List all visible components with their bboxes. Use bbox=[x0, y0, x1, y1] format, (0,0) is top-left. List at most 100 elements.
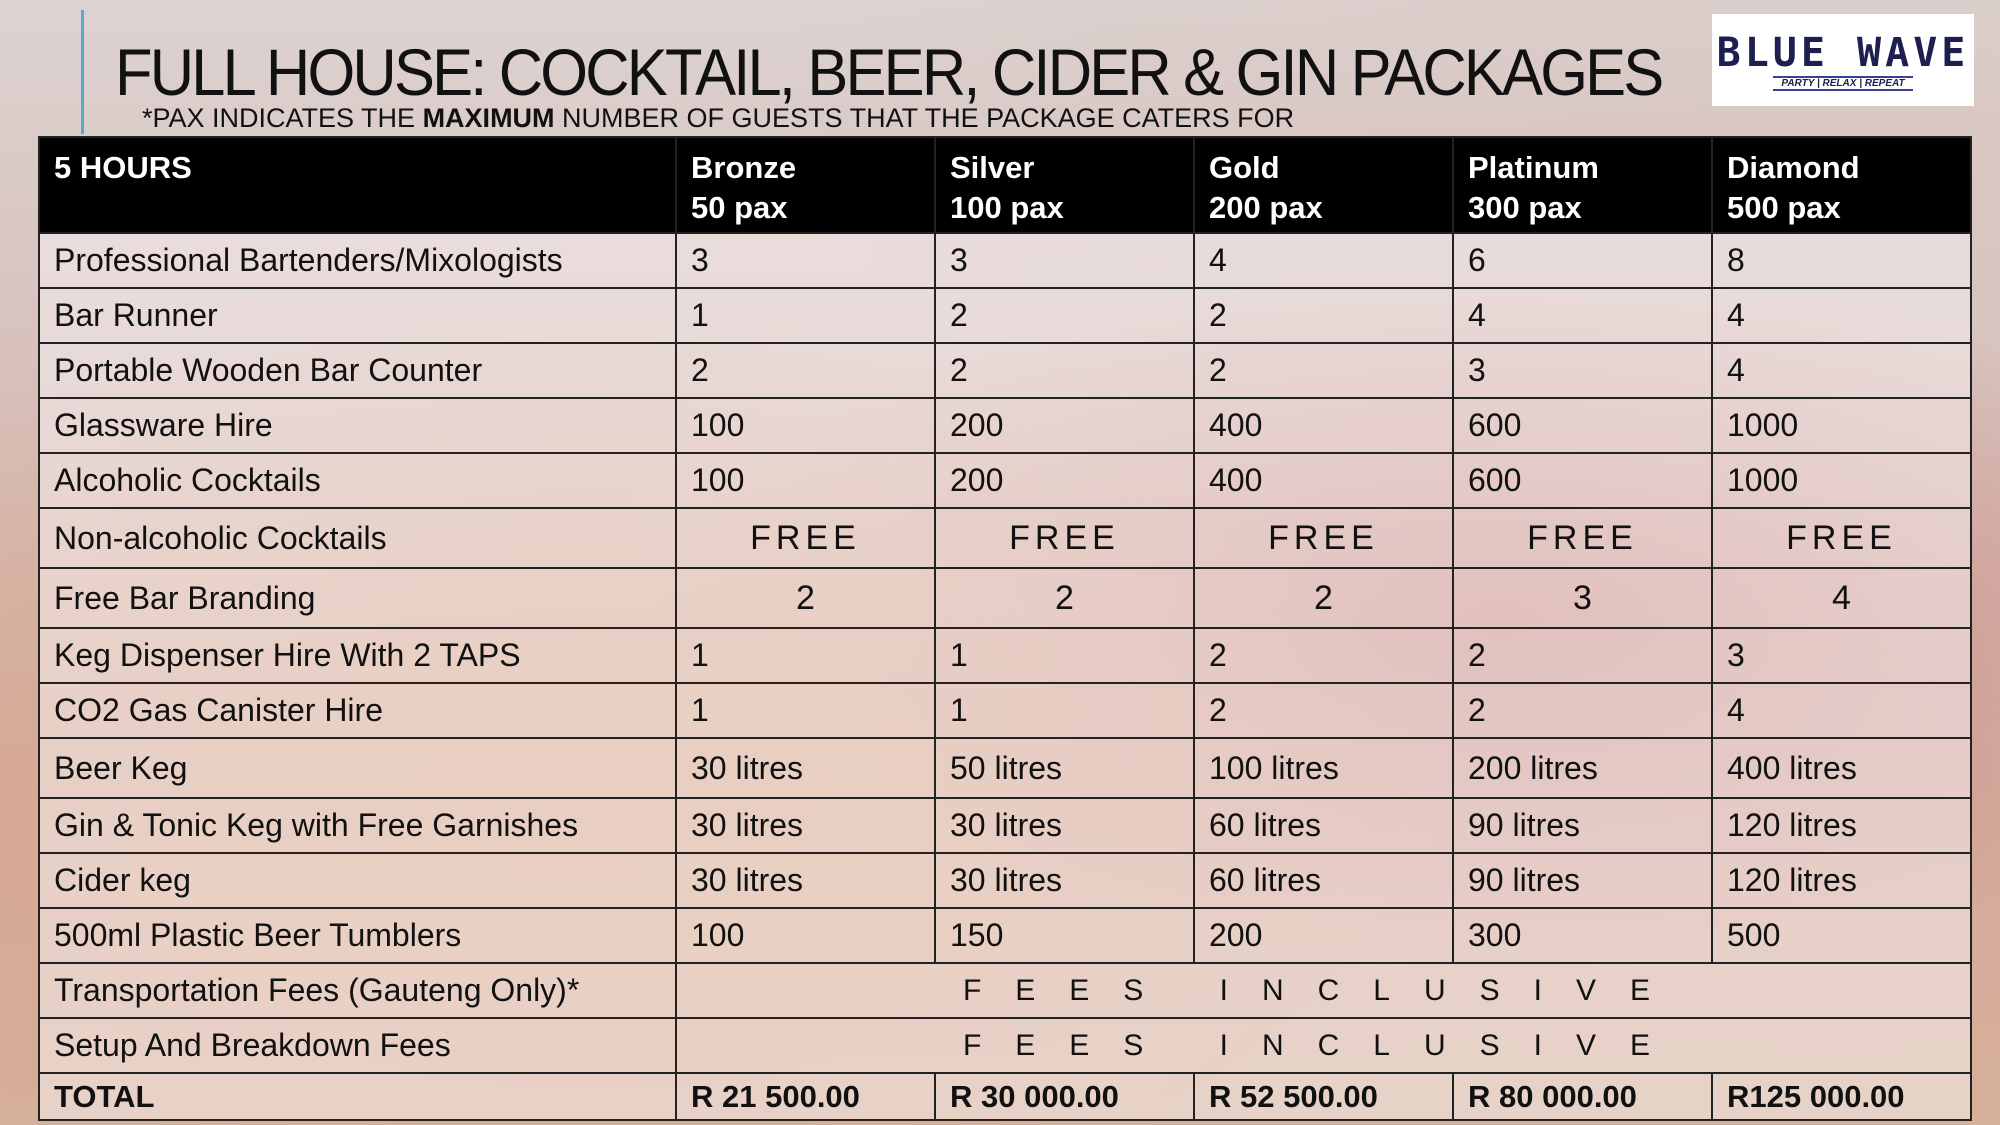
row-label: Bar Runner bbox=[38, 287, 677, 344]
row-label: Cider keg bbox=[38, 852, 677, 909]
cell-value: 1 bbox=[675, 287, 936, 344]
total-row: TOTAL R 21 500.00 R 30 000.00 R 52 500.00 R … bbox=[38, 1072, 1972, 1121]
row-label: Beer Keg bbox=[38, 737, 677, 799]
cell-value: 3 bbox=[1711, 627, 1972, 684]
cell-value: 2 bbox=[675, 342, 936, 399]
cell-value: 2 bbox=[1193, 682, 1454, 739]
table-row: Glassware Hire 100 200 400 600 1000 bbox=[38, 397, 1972, 454]
package-header-bronze: Bronze 50 pax bbox=[675, 136, 936, 234]
total-price: R 21 500.00 bbox=[675, 1072, 936, 1121]
fees-inclusive-cell: FEES INCLUSIVE bbox=[675, 962, 1972, 1019]
table-row: Portable Wooden Bar Counter 2 2 2 3 4 bbox=[38, 342, 1972, 399]
cell-value: 2 bbox=[1193, 567, 1454, 629]
cell-value: 2 bbox=[675, 567, 936, 629]
table-row: Free Bar Branding 2 2 2 3 4 bbox=[38, 567, 1972, 629]
cell-value: 3 bbox=[1452, 342, 1713, 399]
cell-value: 2 bbox=[1193, 287, 1454, 344]
cell-value: 30 litres bbox=[934, 852, 1195, 909]
cell-value: 90 litres bbox=[1452, 852, 1713, 909]
subtitle-post: NUMBER OF GUESTS THAT THE PACKAGE CATERS… bbox=[554, 103, 1295, 133]
cell-value: 1 bbox=[675, 627, 936, 684]
cell-value: 100 bbox=[675, 907, 936, 964]
cell-value: 100 bbox=[675, 397, 936, 454]
cell-value: 100 bbox=[675, 452, 936, 509]
cell-value: 1 bbox=[934, 627, 1195, 684]
logo-tagline: PARTY | RELAX | REPEAT bbox=[1773, 75, 1913, 91]
table-row: Cider keg 30 litres 30 litres 60 litres 90 l… bbox=[38, 852, 1972, 909]
cell-value: 200 bbox=[934, 397, 1195, 454]
package-pax: 50 pax bbox=[691, 190, 788, 225]
row-label: 500ml Plastic Beer Tumblers bbox=[38, 907, 677, 964]
table-row: 500ml Plastic Beer Tumblers 100 150 200 300 5… bbox=[38, 907, 1972, 964]
table-row: Setup And Breakdown Fees FEES INCLUSIVE bbox=[38, 1017, 1972, 1074]
package-name: Silver bbox=[950, 150, 1035, 185]
cell-value: 1000 bbox=[1711, 397, 1972, 454]
cell-value: FREE bbox=[934, 507, 1195, 569]
cell-value: 3 bbox=[675, 232, 936, 289]
cell-value: 30 litres bbox=[675, 797, 936, 854]
cell-value: 200 bbox=[1193, 907, 1454, 964]
cell-value: 30 litres bbox=[934, 797, 1195, 854]
total-price: R125 000.00 bbox=[1711, 1072, 1972, 1121]
fees-inclusive-cell: FEES INCLUSIVE bbox=[675, 1017, 1972, 1074]
package-pax: 100 pax bbox=[950, 190, 1064, 225]
table-row: Keg Dispenser Hire With 2 TAPS 1 1 2 2 3 bbox=[38, 627, 1972, 684]
table-row: Gin & Tonic Keg with Free Garnishes 30 li… bbox=[38, 797, 1972, 854]
subtitle: *PAX INDICATES THE MAXIMUM NUMBER OF GUE… bbox=[142, 103, 1294, 134]
cell-value: FREE bbox=[1711, 507, 1972, 569]
row-label: Portable Wooden Bar Counter bbox=[38, 342, 677, 399]
table-row: Professional Bartenders/Mixologists 3 3 4 6 8 bbox=[38, 232, 1972, 289]
cell-value: 4 bbox=[1711, 342, 1972, 399]
cell-value: 6 bbox=[1452, 232, 1713, 289]
row-label: Non-alcoholic Cocktails bbox=[38, 507, 677, 569]
table-row: Beer Keg 30 litres 50 litres 100 litres 200 … bbox=[38, 737, 1972, 799]
total-price: R 80 000.00 bbox=[1452, 1072, 1713, 1121]
cell-value: 200 bbox=[934, 452, 1195, 509]
table-row: Non-alcoholic Cocktails FREE FREE FREE FREE F… bbox=[38, 507, 1972, 569]
cell-value: 400 bbox=[1193, 397, 1454, 454]
cell-value: 4 bbox=[1193, 232, 1454, 289]
cell-value: 30 litres bbox=[675, 737, 936, 799]
blue-wave-logo: BLUE WAVE PARTY | RELAX | REPEAT bbox=[1712, 14, 1974, 106]
total-price: R 30 000.00 bbox=[934, 1072, 1195, 1121]
cell-value: 60 litres bbox=[1193, 797, 1454, 854]
cell-value: 400 bbox=[1193, 452, 1454, 509]
package-header-silver: Silver 100 pax bbox=[934, 136, 1195, 234]
package-pax: 500 pax bbox=[1727, 190, 1841, 225]
cell-value: 1000 bbox=[1711, 452, 1972, 509]
cell-value: 4 bbox=[1711, 287, 1972, 344]
package-header-gold: Gold 200 pax bbox=[1193, 136, 1454, 234]
header-row: 5 HOURS Bronze 50 pax Silver 100 pax Gold 200… bbox=[38, 136, 1972, 234]
cell-value: 100 litres bbox=[1193, 737, 1454, 799]
packages-table: 5 HOURS Bronze 50 pax Silver 100 pax Gold 200… bbox=[38, 136, 1972, 1121]
subtitle-bold: MAXIMUM bbox=[422, 103, 555, 133]
cell-value: FREE bbox=[1452, 507, 1713, 569]
row-label: CO2 Gas Canister Hire bbox=[38, 682, 677, 739]
package-header-diamond: Diamond 500 pax bbox=[1711, 136, 1972, 234]
row-label: Gin & Tonic Keg with Free Garnishes bbox=[38, 797, 677, 854]
cell-value: 200 litres bbox=[1452, 737, 1713, 799]
row-label: Professional Bartenders/Mixologists bbox=[38, 232, 677, 289]
cell-value: 90 litres bbox=[1452, 797, 1713, 854]
cell-value: 60 litres bbox=[1193, 852, 1454, 909]
cell-value: 4 bbox=[1452, 287, 1713, 344]
cell-value: 8 bbox=[1711, 232, 1972, 289]
accent-line bbox=[81, 10, 84, 134]
cell-value: 600 bbox=[1452, 452, 1713, 509]
cell-value: 3 bbox=[934, 232, 1195, 289]
cell-value: 400 litres bbox=[1711, 737, 1972, 799]
subtitle-pre: *PAX INDICATES THE bbox=[142, 103, 423, 133]
cell-value: 2 bbox=[1452, 627, 1713, 684]
row-label: Keg Dispenser Hire With 2 TAPS bbox=[38, 627, 677, 684]
cell-value: 1 bbox=[675, 682, 936, 739]
total-label: TOTAL bbox=[38, 1072, 677, 1121]
cell-value: 2 bbox=[1193, 627, 1454, 684]
package-pax: 200 pax bbox=[1209, 190, 1323, 225]
page-title: FULL HOUSE: COCKTAIL, BEER, CIDER & GIN … bbox=[115, 35, 1664, 109]
package-name: Bronze bbox=[691, 150, 797, 185]
package-header-platinum: Platinum 300 pax bbox=[1452, 136, 1713, 234]
cell-value: FREE bbox=[1193, 507, 1454, 569]
table-row: CO2 Gas Canister Hire 1 1 2 2 4 bbox=[38, 682, 1972, 739]
cell-value: 2 bbox=[934, 287, 1195, 344]
package-name: Diamond bbox=[1727, 150, 1860, 185]
